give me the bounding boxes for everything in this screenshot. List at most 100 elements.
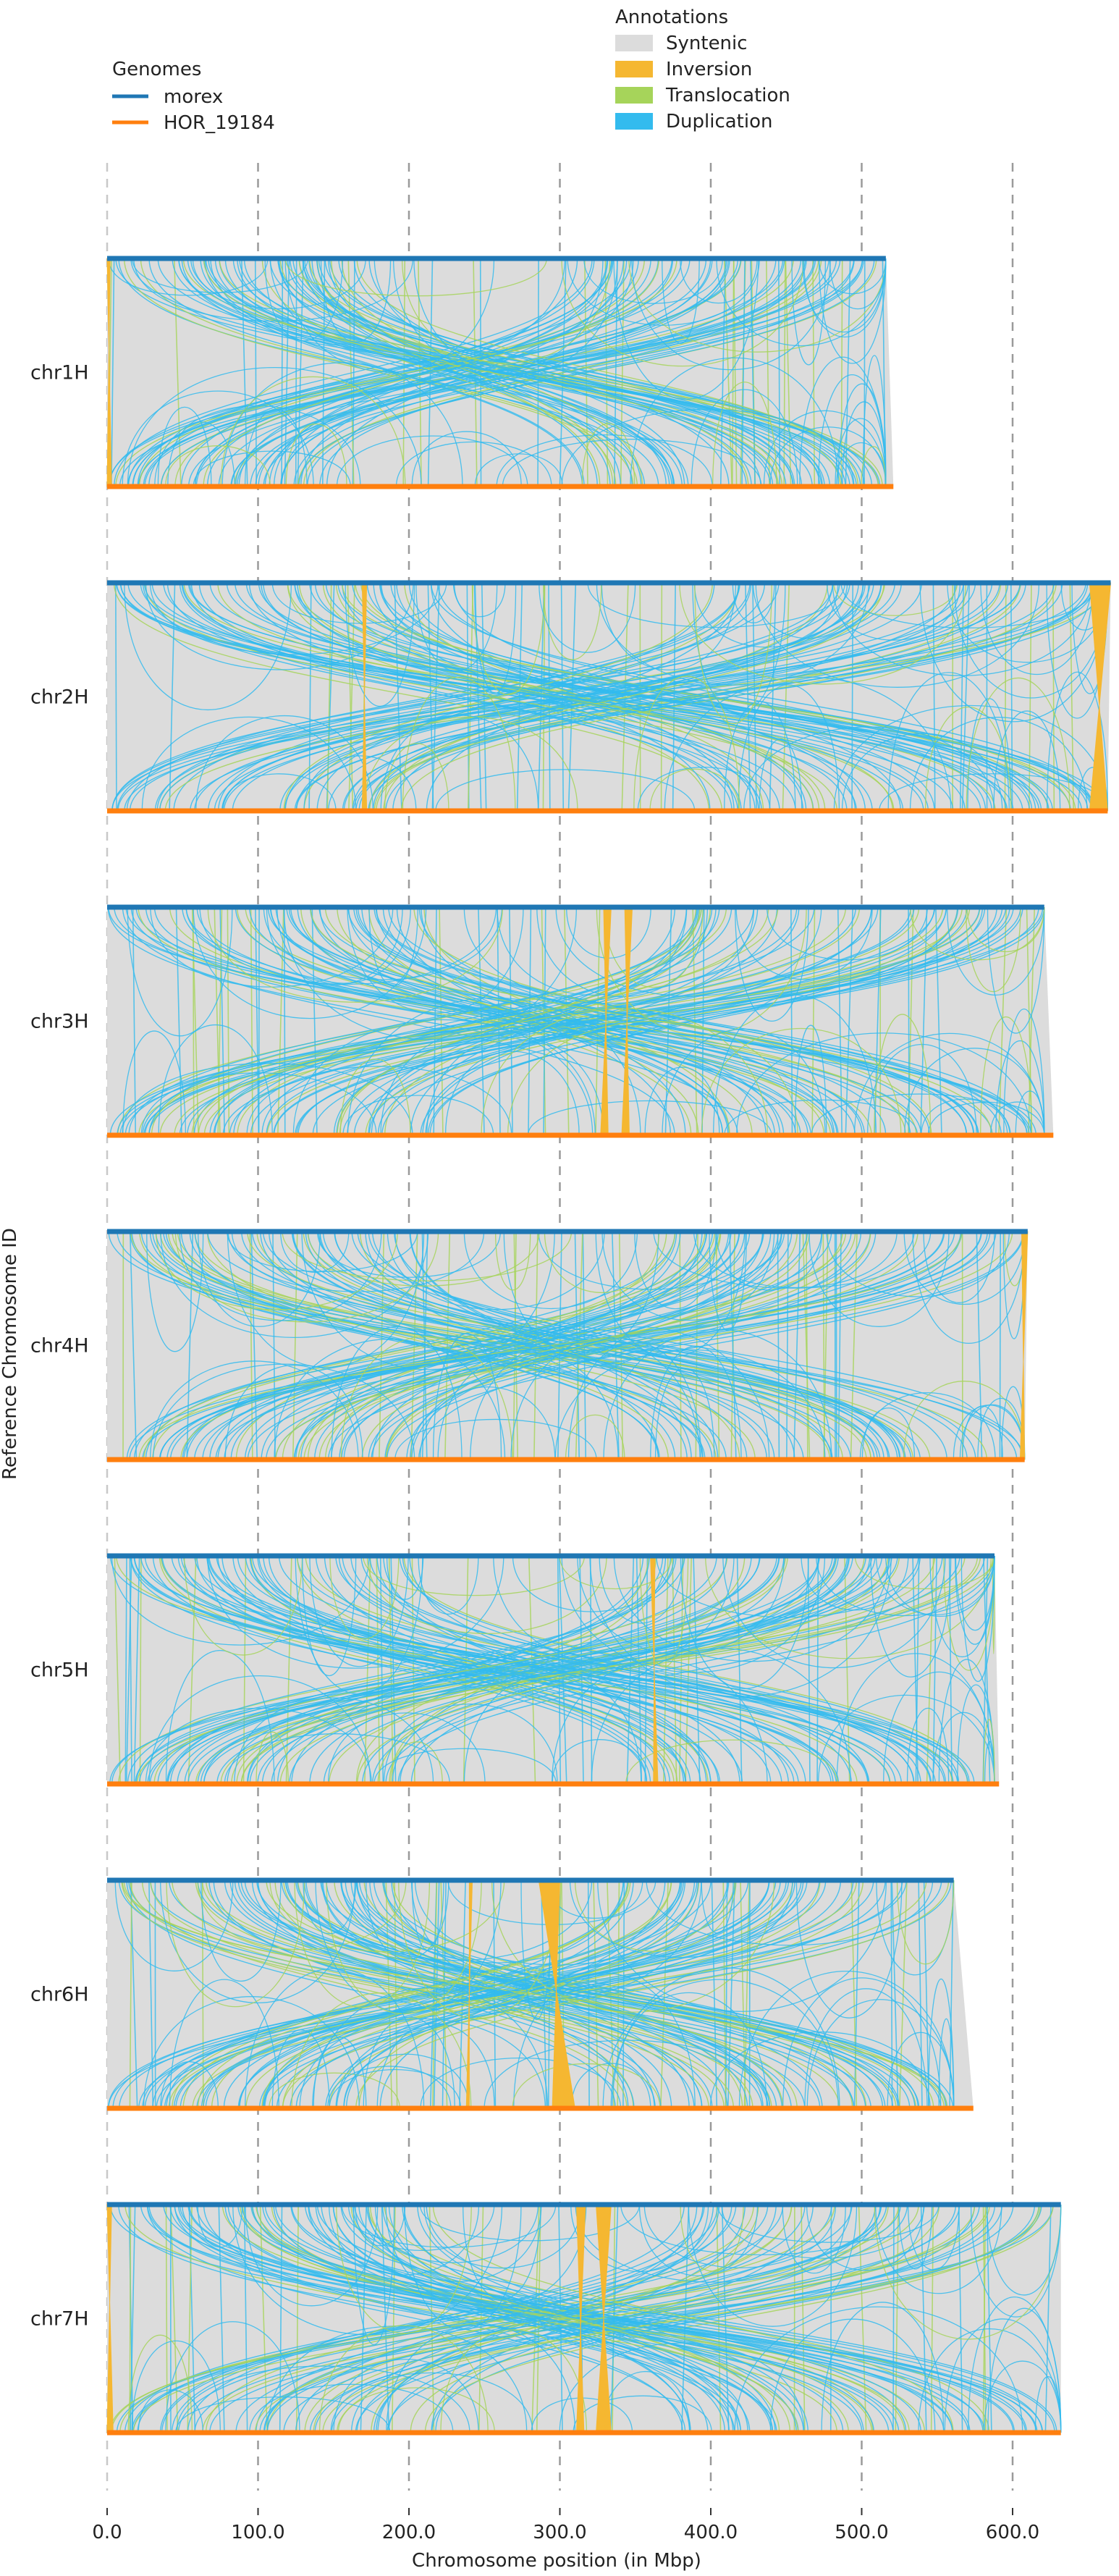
alignment-link [716, 2204, 722, 2433]
alignment-link [313, 2204, 889, 2433]
alignment-link [281, 258, 609, 487]
alignment-link [791, 258, 826, 366]
alignment-link [264, 258, 344, 342]
alignment-link [364, 1555, 371, 1785]
alignment-link [970, 2204, 1062, 2318]
alignment-link [169, 1555, 677, 1785]
alignment-link [169, 2204, 900, 2433]
alignment-link [581, 423, 635, 487]
alignment-link [903, 1381, 1026, 1460]
alignment-link [903, 1231, 1026, 1305]
alignment-link [269, 258, 566, 360]
alignment-link [701, 1027, 902, 1136]
alignment-link [892, 2204, 895, 2433]
alignment-link [276, 906, 411, 984]
chromosome-label: chr4H [30, 1335, 89, 1358]
alignment-link [427, 906, 959, 1136]
alignment-link [680, 2204, 744, 2272]
alignment-link [114, 1880, 234, 1971]
alignment-link [371, 906, 704, 1136]
alignment-link [122, 390, 314, 487]
alignment-link [262, 1231, 1018, 1460]
alignment-link [322, 1880, 593, 1961]
alignment-link [350, 2204, 791, 2433]
alignment-link [628, 258, 887, 353]
alignment-link [491, 1880, 775, 2013]
alignment-link [493, 1555, 735, 1665]
alignment-link [827, 582, 961, 641]
alignment-link [599, 1555, 683, 1624]
alignment-link [132, 906, 137, 1136]
alignment-link [303, 1880, 357, 1935]
alignment-link [656, 1555, 921, 1618]
alignment-link [471, 582, 545, 695]
alignment-link [113, 582, 723, 812]
alignment-link [192, 258, 366, 310]
alignment-link [269, 2072, 400, 2109]
alignment-link [331, 2204, 996, 2433]
alignment-link [256, 1731, 289, 1785]
alignment-link [187, 1555, 197, 1785]
alignment-link [782, 1977, 942, 2109]
alignment-link [932, 582, 936, 812]
alignment-link [165, 1231, 851, 1460]
alignment-link [918, 2328, 1062, 2433]
alignment-link [251, 1555, 932, 1785]
alignment-link [395, 441, 552, 487]
alignment-link [144, 582, 837, 812]
alignment-link [347, 997, 641, 1136]
alignment-link [713, 994, 877, 1136]
alignment-link [906, 1707, 950, 1785]
alignment-link [574, 1880, 737, 1952]
alignment-link [376, 2023, 495, 2109]
alignment-link [795, 1880, 903, 2019]
alignment-link [369, 1880, 624, 1963]
alignment-link [143, 1996, 360, 2109]
alignment-link [853, 1032, 1045, 1136]
alignment-link [909, 717, 1088, 812]
alignment-link [372, 582, 859, 812]
alignment-link [109, 2204, 969, 2433]
alignment-link [282, 1880, 735, 2109]
alignment-link [373, 582, 1002, 812]
alignment-link [206, 1555, 671, 1785]
alignment-link [260, 1231, 676, 1460]
alignment-link [804, 1988, 928, 2109]
alignment-link [420, 2057, 622, 2109]
alignment-link [111, 582, 834, 812]
alignment-link [806, 2204, 924, 2271]
alignment-link [312, 1987, 549, 2109]
legend-label-syntenic: Syntenic [666, 33, 748, 54]
alignment-link [836, 1653, 995, 1785]
alignment-link [316, 258, 642, 487]
alignment-link [347, 2204, 495, 2252]
alignment-link [161, 2204, 737, 2433]
alignment-link [298, 258, 875, 487]
alignment-link [142, 906, 815, 1136]
alignment-link [326, 1880, 482, 2014]
alignment-link [340, 1880, 769, 2109]
alignment-link [410, 1555, 820, 1785]
alignment-link [394, 1418, 597, 1460]
alignment-link [387, 2204, 1036, 2433]
alignment-link [224, 1365, 363, 1460]
panel-chr4H: chr4H [30, 1229, 1029, 1462]
alignment-link [833, 582, 958, 616]
alignment-link [191, 906, 861, 1136]
alignment-link [148, 1880, 154, 2109]
alignment-link [122, 1063, 413, 1136]
alignment-link [591, 1648, 851, 1785]
alignment-link [329, 258, 854, 487]
alignment-link [452, 582, 902, 812]
alignment-link [202, 2204, 990, 2433]
alignment-link [124, 2204, 837, 2433]
alignment-link [373, 258, 634, 353]
alignment-link [332, 2204, 730, 2433]
alignment-link [245, 1968, 425, 2109]
alignment-link [200, 1880, 770, 2109]
alignment-link [363, 716, 578, 812]
legend-swatch-translocation [615, 87, 653, 104]
genomes-legend: Genomes morex HOR_19184 [112, 59, 275, 134]
alignment-link [307, 1231, 901, 1460]
